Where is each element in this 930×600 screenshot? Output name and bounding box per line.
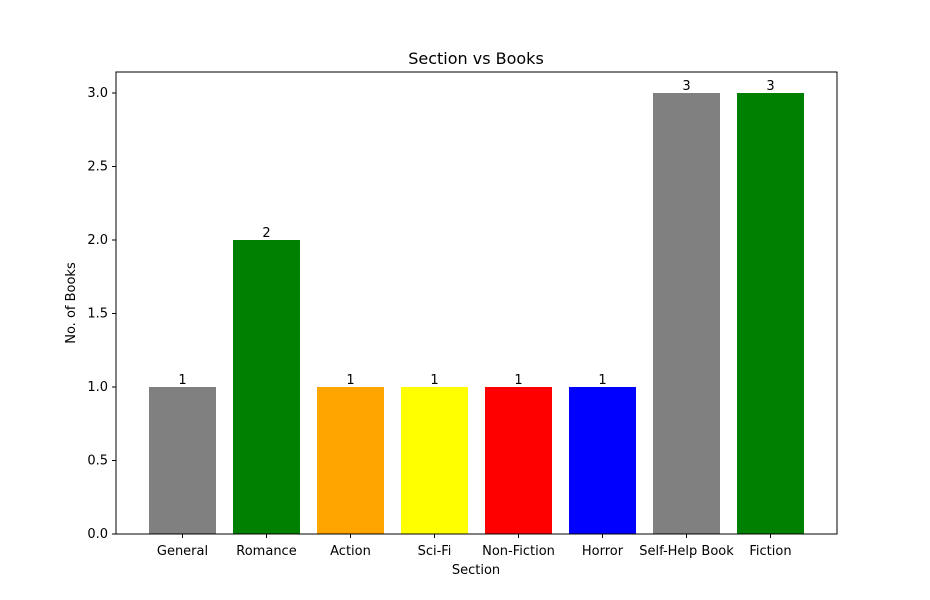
x-tick-label: Romance (236, 544, 296, 559)
bar-non-fiction (485, 387, 552, 534)
data-label: 3 (682, 79, 690, 94)
y-axis-label: No. of Books (64, 262, 79, 344)
y-tick-label: 0.0 (87, 527, 108, 542)
bar-fiction (737, 93, 804, 534)
x-tick-label: General (157, 544, 208, 559)
x-axis-label: Section (452, 563, 500, 578)
plot-frame (115, 71, 838, 535)
y-axis-ticks: 0.0 0.5 1.0 1.5 2.0 2.5 3.0 (87, 86, 116, 542)
y-tick-label: 3.0 (87, 86, 108, 101)
x-tick-label: Fiction (749, 544, 791, 559)
x-axis-ticks: General Romance Action Sci-Fi Non-Fiction Hor… (157, 534, 792, 559)
data-labels: 1 2 1 1 1 1 3 3 (178, 79, 774, 388)
bars (149, 93, 804, 534)
bar-general (149, 387, 216, 534)
data-label: 1 (178, 373, 186, 388)
x-tick-label: Sci-Fi (418, 544, 452, 559)
data-label: 3 (766, 79, 774, 94)
x-tick-label: Self-Help Book (639, 544, 734, 559)
x-tick-label: Horror (582, 544, 624, 559)
bar-romance (233, 240, 300, 534)
y-tick-label: 1.5 (87, 307, 108, 322)
y-tick-label: 1.0 (87, 380, 108, 395)
bar-self-help-book (653, 93, 720, 534)
y-tick-label: 2.0 (87, 233, 108, 248)
bar-action (317, 387, 384, 534)
y-tick-label: 2.5 (87, 160, 108, 175)
data-label: 1 (430, 373, 438, 388)
chart-title: Section vs Books (408, 49, 544, 68)
bar-sci-fi (401, 387, 468, 534)
x-tick-label: Action (330, 544, 371, 559)
bar-horror (569, 387, 636, 534)
data-label: 1 (598, 373, 606, 388)
data-label: 1 (346, 373, 354, 388)
data-label: 2 (262, 226, 270, 241)
y-tick-label: 0.5 (87, 454, 108, 469)
data-label: 1 (514, 373, 522, 388)
x-tick-label: Non-Fiction (482, 544, 555, 559)
